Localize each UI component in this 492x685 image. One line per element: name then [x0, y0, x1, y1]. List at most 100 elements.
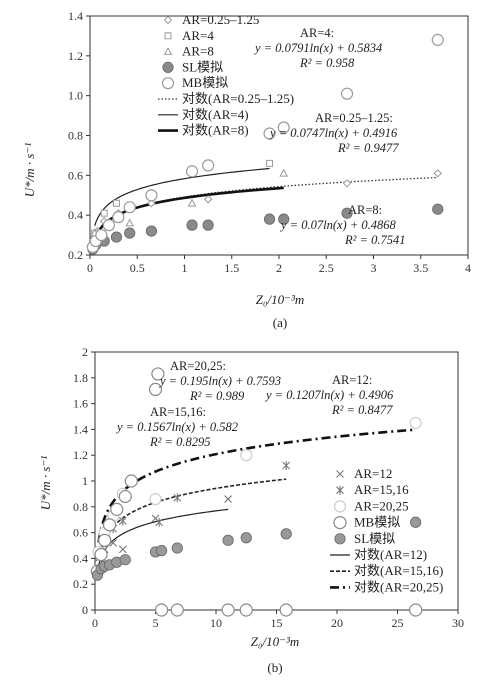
- y-tick-label: 0: [82, 603, 88, 617]
- y-tick-label: 0.6: [68, 168, 83, 182]
- data-point: [279, 168, 289, 177]
- annotation-title: AR=0.25–1.25:: [315, 111, 393, 125]
- data-point: [100, 209, 108, 217]
- x-tick-label: 25: [392, 616, 404, 630]
- x-tick-label: 2.5: [319, 261, 334, 275]
- legend-label: SL模拟: [354, 531, 395, 546]
- data-point: [102, 219, 116, 232]
- x-tick-label: 10: [210, 616, 222, 630]
- data-point: [280, 528, 292, 540]
- plot-area-b: 0 5 10 15 20 25 30 0 0.2 0.4 0.6 0.8 1 1.2 1.4 1.6 1.8 2 A…: [73, 345, 464, 630]
- trendline: [97, 428, 416, 543]
- x-tick-label: 3: [371, 261, 377, 275]
- series-open-circle: [90, 367, 423, 617]
- legend-marker: [162, 61, 174, 74]
- annotation-equation: y = 0.1567ln(x) + 0.582: [115, 420, 238, 434]
- annotation-title: AR=8:: [348, 203, 382, 217]
- data-point: [202, 219, 214, 231]
- data-point: [155, 517, 164, 527]
- legend-label: AR=4: [182, 28, 214, 43]
- data-point: [410, 516, 422, 528]
- annotation-r2: R² = 0.9477: [337, 141, 399, 155]
- data-point: [282, 461, 291, 471]
- legend-label: 对数(AR=20,25): [354, 579, 443, 594]
- y-tick-label: 0.4: [73, 551, 88, 565]
- y-tick-label: 2: [82, 345, 88, 359]
- y-tick-label: 1.4: [68, 9, 83, 23]
- legend-label: AR=12: [354, 466, 392, 481]
- legend-label: SL模拟: [182, 59, 223, 74]
- legend-label: 对数(AR=0.25–1.25): [182, 91, 294, 106]
- x-axis-label-b: Z₀/10⁻³m: [251, 634, 300, 649]
- x-tick-label: 0.5: [130, 261, 145, 275]
- data-point: [118, 489, 132, 504]
- chart-panel-a: 0 0.5 1 1.5 2 2.5 3 3.5 4 0.2 0.4 0.6 0.8 1.0 1.2 1.4 AR…: [22, 9, 471, 330]
- y-tick-label: 0.8: [73, 500, 88, 514]
- data-point: [240, 449, 253, 462]
- legend-marker: [161, 77, 175, 90]
- data-point: [118, 545, 127, 554]
- data-point: [263, 213, 276, 225]
- x-tick-label: 5: [153, 616, 159, 630]
- legend-marker: [333, 500, 347, 513]
- legend-label: MB模拟: [182, 75, 228, 90]
- legend: AR=12AR=15,16AR=20,25MB模拟SL模拟对数(AR=12)对数…: [330, 466, 443, 594]
- trendline: [92, 176, 438, 250]
- legend-marker: [336, 485, 344, 495]
- data-point: [221, 603, 235, 617]
- x-tick-label: 30: [452, 616, 464, 630]
- data-point: [431, 33, 444, 47]
- y-tick-label: 0.4: [68, 208, 83, 222]
- x-tick-label: 4: [465, 261, 471, 275]
- legend-marker: [334, 533, 346, 545]
- series-triangle: [90, 168, 289, 237]
- x-axis-label-a: Z₀/10⁻³m: [256, 292, 305, 307]
- annotation-equation: y = 0.0747ln(x) + 0.4916: [268, 126, 398, 140]
- data-point: [170, 603, 184, 617]
- trendline: [94, 167, 270, 227]
- annotation-equation: y = 0.07ln(x) + 0.4868: [279, 218, 397, 232]
- x-tick-label: 3.5: [413, 261, 428, 275]
- data-point: [263, 127, 276, 140]
- data-point: [277, 121, 290, 134]
- annotation-equation: y = 0.195ln(x) + 0.7593: [158, 374, 281, 388]
- data-point: [341, 207, 353, 219]
- data-point: [186, 219, 198, 231]
- y-tick-label: 1: [82, 474, 88, 488]
- y-tick-label: 1.0: [68, 89, 83, 103]
- data-point: [94, 547, 108, 562]
- annotation-r2: R² = 0.7541: [344, 233, 405, 247]
- y-tick-label: 1.8: [73, 371, 88, 385]
- data-point: [112, 199, 120, 207]
- annotation-equation: y = 0.0791ln(x) + 0.5834: [253, 41, 382, 55]
- data-point: [340, 87, 354, 100]
- legend-label: 对数(AR=4): [182, 107, 249, 122]
- legend-label: AR=8: [182, 44, 214, 59]
- data-point: [123, 201, 136, 214]
- series-open-circle: [86, 33, 444, 254]
- data-point: [149, 492, 162, 506]
- series-filled-circle: [91, 516, 422, 581]
- data-point: [433, 169, 442, 178]
- annotation-r2: R² = 0.989: [189, 389, 245, 403]
- annotation-title: AR=15,16:: [150, 405, 206, 419]
- x-tick-label: 1: [182, 261, 188, 275]
- data-point: [112, 211, 125, 224]
- legend-label: AR=20,25: [354, 498, 409, 513]
- annotation-title: AR=20,25:: [170, 359, 226, 373]
- data-point: [342, 179, 352, 188]
- annotation-r2: R² = 0.958: [299, 56, 355, 70]
- legend-label: 对数(AR=8): [182, 123, 249, 138]
- data-point: [145, 189, 158, 202]
- legend-marker: [164, 32, 172, 40]
- legend-label: AR=0.25–1.25: [182, 12, 259, 27]
- data-point: [148, 382, 163, 397]
- data-point: [118, 516, 127, 526]
- annotation-r2: R² = 0.8295: [149, 435, 210, 449]
- y-tick-label: 0.8: [68, 129, 83, 143]
- data-point: [202, 159, 215, 172]
- legend-marker: [163, 47, 173, 55]
- data-point: [185, 165, 199, 178]
